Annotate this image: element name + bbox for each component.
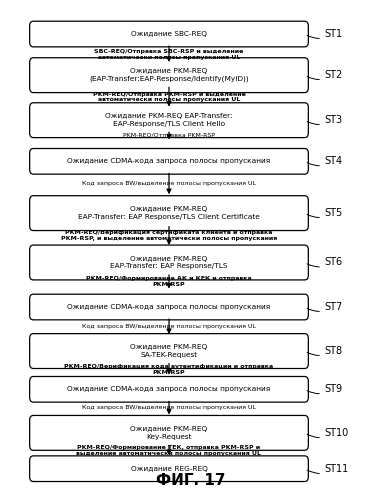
Text: ST6: ST6 xyxy=(307,257,343,267)
Text: PKM-REQ/Формирование АК и КЕК и отправка
PKM-RSP: PKM-REQ/Формирование АК и КЕК и отправка… xyxy=(86,276,252,287)
Text: Код запроса BW/выделение полосы пропускания UL: Код запроса BW/выделение полосы пропуска… xyxy=(82,181,256,186)
FancyBboxPatch shape xyxy=(30,334,308,368)
Text: ST9: ST9 xyxy=(307,384,343,394)
Text: ST2: ST2 xyxy=(307,70,343,80)
Text: Код запроса BW/выделение полосы пропускания UL: Код запроса BW/выделение полосы пропуска… xyxy=(82,324,256,329)
Text: ST8: ST8 xyxy=(307,346,343,356)
FancyBboxPatch shape xyxy=(30,103,308,138)
Text: PKM-REQ/Отправка PKM-RSP и выделение
автоматически полосы пропускания UL: PKM-REQ/Отправка PKM-RSP и выделение авт… xyxy=(92,91,245,102)
Text: Ожидание CDMA-кода запроса полосы пропускания: Ожидание CDMA-кода запроса полосы пропус… xyxy=(67,158,270,164)
Text: Ожидание PKM-REQ EAP-Transfer:
EAP-Response/TLS Client Hello: Ожидание PKM-REQ EAP-Transfer: EAP-Respo… xyxy=(105,113,233,127)
Text: ST4: ST4 xyxy=(307,156,343,166)
FancyBboxPatch shape xyxy=(30,416,308,450)
Text: Код запроса BW/выделение полосы пропускания UL: Код запроса BW/выделение полосы пропуска… xyxy=(82,406,256,411)
Text: Ожидание CDMA-кода запроса полосы пропускания: Ожидание CDMA-кода запроса полосы пропус… xyxy=(67,386,270,392)
FancyBboxPatch shape xyxy=(30,376,308,402)
Text: ST7: ST7 xyxy=(307,302,343,312)
Text: ST11: ST11 xyxy=(307,464,349,474)
FancyBboxPatch shape xyxy=(30,245,308,280)
Text: ST1: ST1 xyxy=(307,29,343,39)
Text: Ожидание PKM-REQ
(EAP-Transfer:EAP-Response/Identify(MyID)): Ожидание PKM-REQ (EAP-Transfer:EAP-Respo… xyxy=(89,68,249,82)
Text: Ожидание PKM-REQ
EAP-Transfer: EAP Response/TLS Client Certificate: Ожидание PKM-REQ EAP-Transfer: EAP Respo… xyxy=(78,207,260,220)
Text: Ожидание REG-REQ: Ожидание REG-REQ xyxy=(131,466,207,472)
FancyBboxPatch shape xyxy=(30,58,308,93)
Text: ST10: ST10 xyxy=(307,428,349,438)
Text: ST3: ST3 xyxy=(307,115,343,125)
Text: ФИГ. 17: ФИГ. 17 xyxy=(156,473,226,488)
FancyBboxPatch shape xyxy=(30,196,308,231)
FancyBboxPatch shape xyxy=(30,149,308,174)
Text: PKM-REQ/Верификация кода аутентификации и отправка
PKM-RSP: PKM-REQ/Верификация кода аутентификации … xyxy=(65,364,274,375)
Text: PKM-REQ/Верификация сертификата клиента и отправка
PKM-RSP, и выделение автомати: PKM-REQ/Верификация сертификата клиента … xyxy=(61,231,277,242)
FancyBboxPatch shape xyxy=(30,21,308,47)
Text: Ожидание PKM-REQ
Key-Request: Ожидание PKM-REQ Key-Request xyxy=(130,426,208,440)
Text: Ожидание CDMA-кода запроса полосы пропускания: Ожидание CDMA-кода запроса полосы пропус… xyxy=(67,304,270,310)
Text: PKM-REQ/Формирование ТЕК, отправка PKM-RSP и
выделение автоматически полосы проп: PKM-REQ/Формирование ТЕК, отправка PKM-R… xyxy=(76,445,262,456)
Text: PKM-REQ/Отправка PKM-RSP: PKM-REQ/Отправка PKM-RSP xyxy=(123,133,215,138)
Text: Ожидание PKM-REQ
EAP-Transfer: EAP Response/TLS: Ожидание PKM-REQ EAP-Transfer: EAP Respo… xyxy=(110,256,228,269)
FancyBboxPatch shape xyxy=(30,456,308,482)
FancyBboxPatch shape xyxy=(30,294,308,320)
Text: Ожидание PKM-REQ
SA-TEK-Request: Ожидание PKM-REQ SA-TEK-Request xyxy=(130,344,208,358)
Text: Ожидание SBC-REQ: Ожидание SBC-REQ xyxy=(131,31,207,37)
Text: ST5: ST5 xyxy=(307,208,343,218)
Text: SBC-REQ/Отправка SBC-RSP и выделение
автоматически полосы пропускания UL: SBC-REQ/Отправка SBC-RSP и выделение авт… xyxy=(94,49,244,59)
